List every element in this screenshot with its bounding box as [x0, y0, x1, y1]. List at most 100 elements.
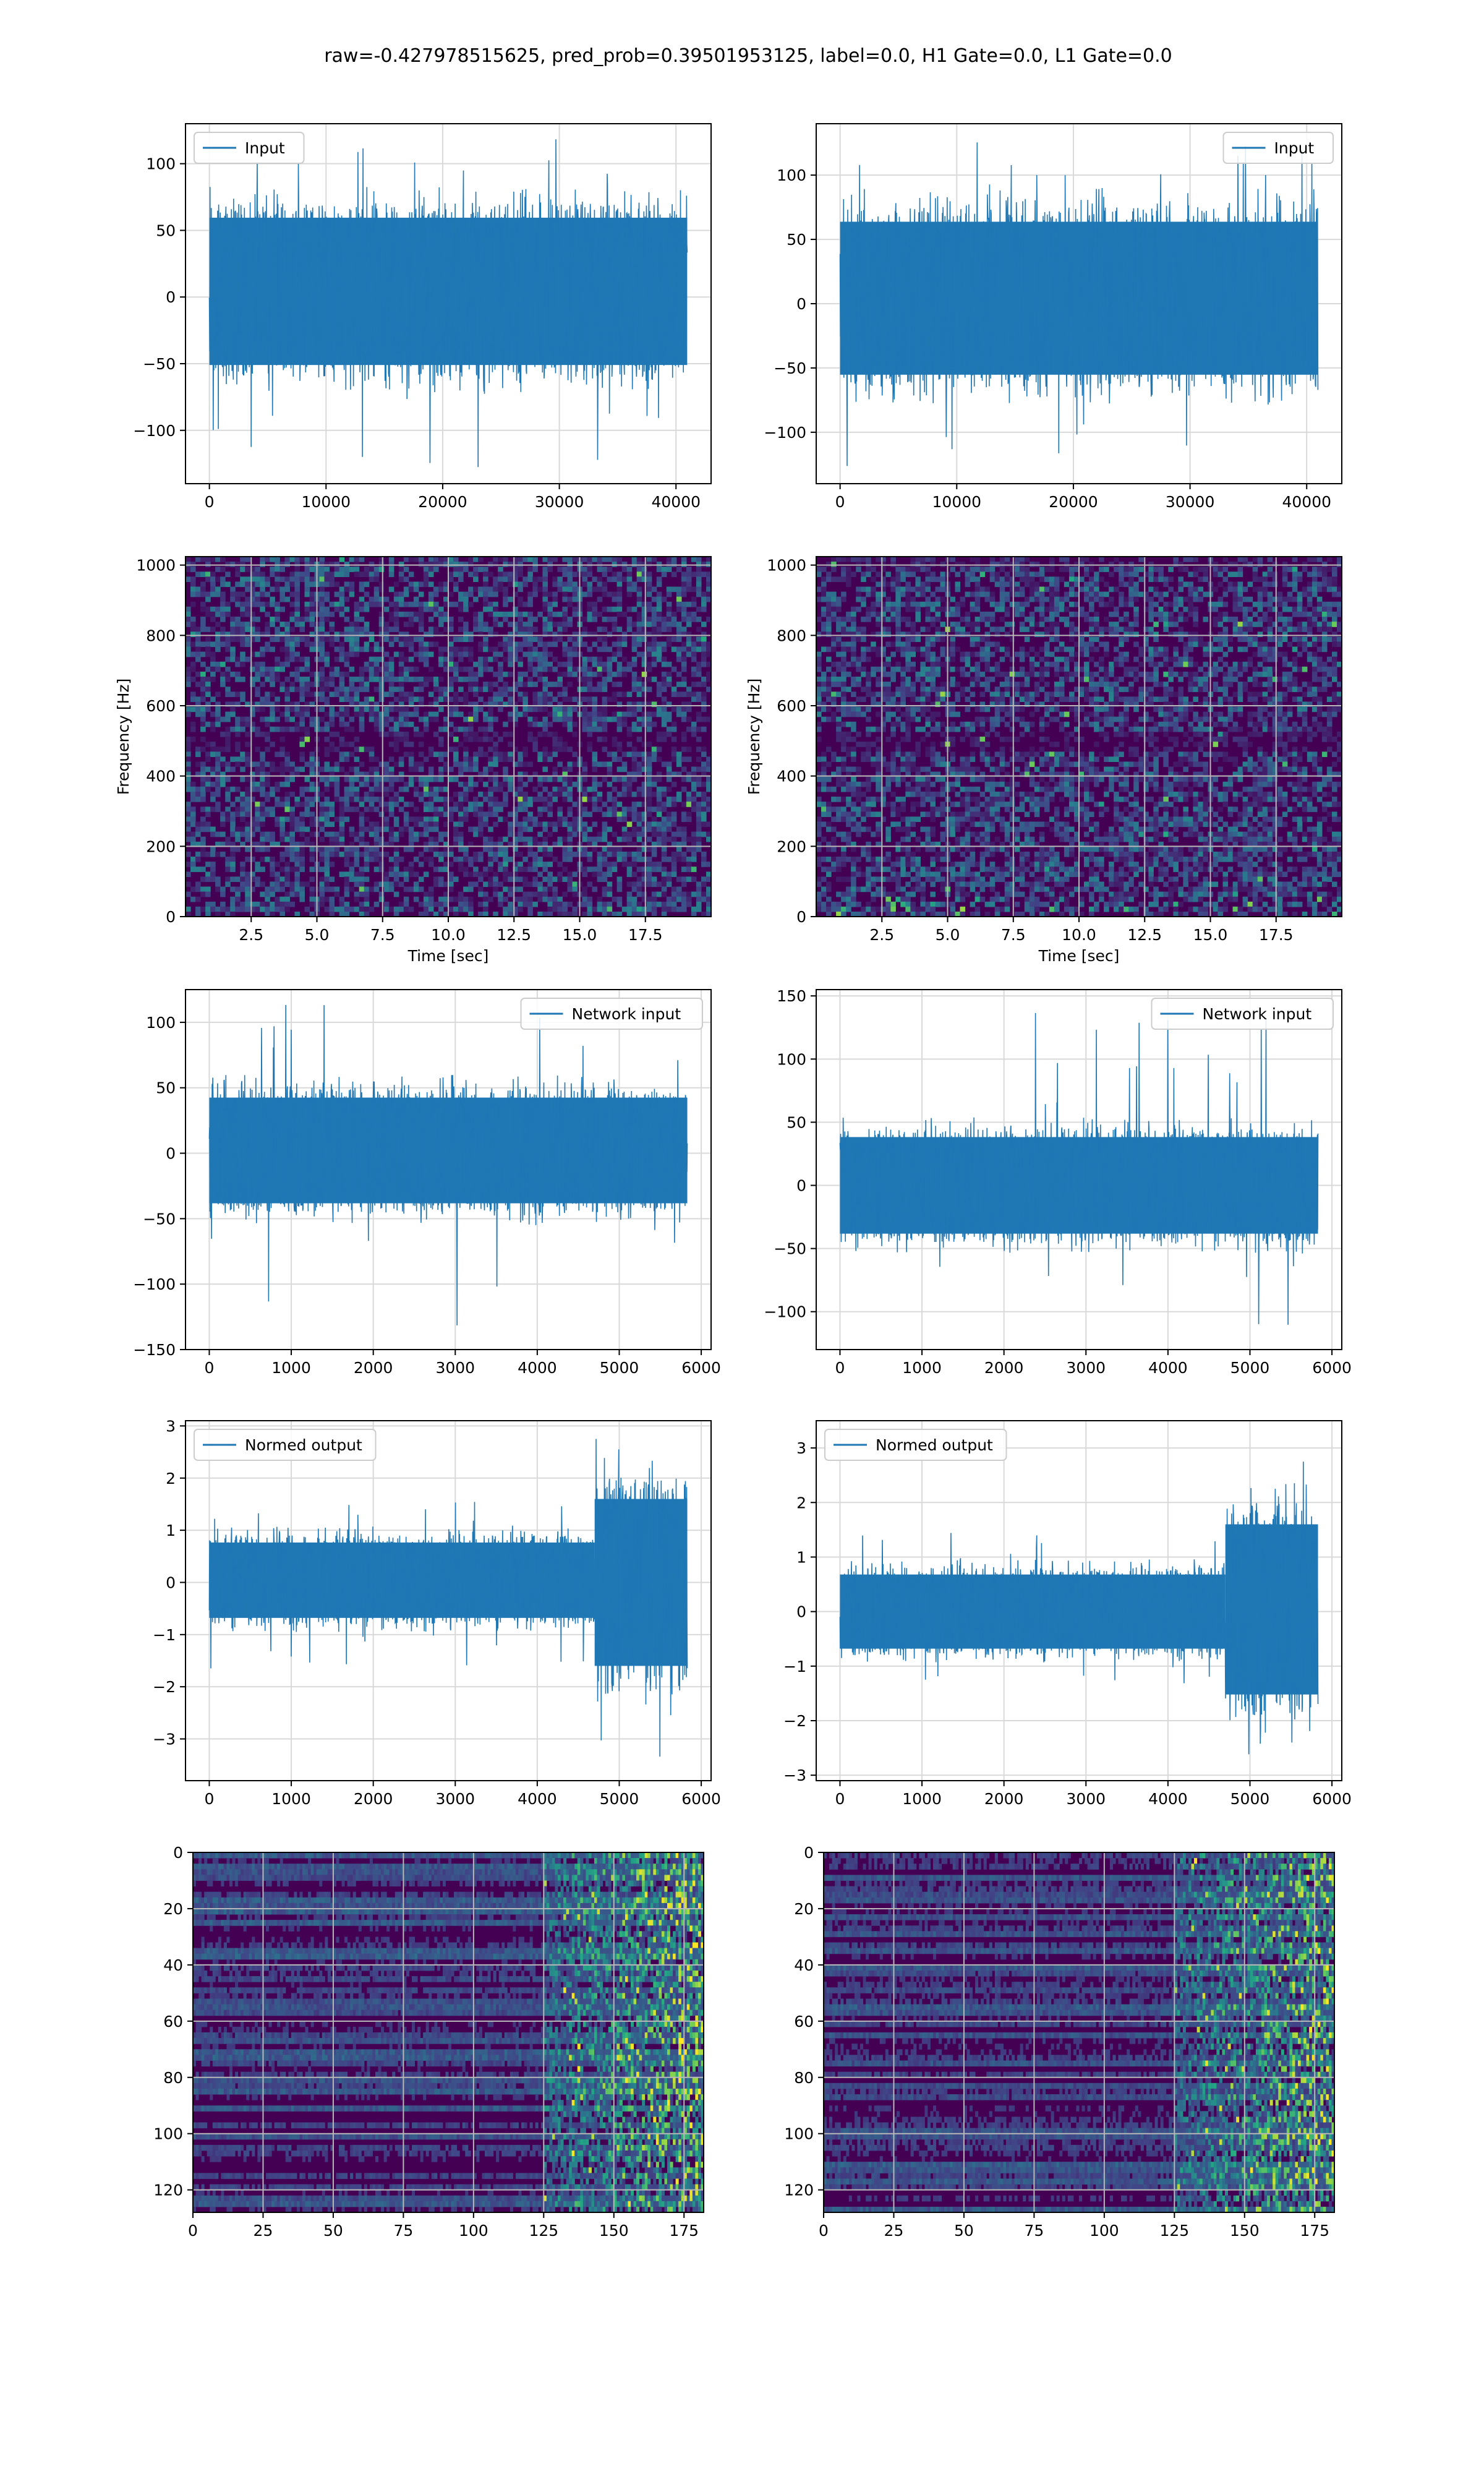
heatmap-cell [622, 787, 628, 792]
heatmap-cell [573, 802, 578, 807]
heatmap-cell [235, 631, 241, 637]
heatmap-cell [265, 857, 270, 862]
heatmap-cell [389, 662, 394, 667]
heatmap-cell [1054, 581, 1060, 587]
heatmap-cell [518, 852, 523, 857]
heatmap-cell [265, 612, 270, 617]
heatmap-cell [1223, 557, 1229, 562]
heatmap-cell [404, 592, 409, 597]
heatmap-cell [364, 682, 370, 687]
heatmap-cell [399, 602, 404, 607]
heatmap-cell [557, 612, 563, 617]
heatmap-cell [1268, 567, 1273, 572]
heatmap-cell [573, 751, 578, 757]
heatmap-cell [379, 567, 385, 572]
heatmap-cell [488, 571, 493, 577]
heatmap-cell [587, 712, 593, 717]
heatmap-cell [186, 712, 191, 717]
heatmap-cell [537, 657, 543, 662]
heatmap-cell [210, 667, 216, 672]
heatmap-cell [493, 631, 498, 637]
heatmap-cell [542, 631, 548, 637]
heatmap-cell [483, 662, 488, 667]
heatmap-cell [339, 821, 345, 827]
heatmap-cell [527, 897, 533, 902]
heatmap-cell [1218, 581, 1224, 587]
heatmap-cell [488, 777, 493, 782]
heatmap-cell [359, 802, 365, 807]
heatmap-cell [547, 631, 553, 637]
heatmap-cell [532, 797, 538, 802]
heatmap-cell [320, 587, 325, 593]
heatmap-cell [448, 847, 454, 852]
heatmap-cell [562, 597, 568, 602]
heatmap-cell [1233, 581, 1239, 587]
heatmap-cell [1109, 587, 1114, 593]
heatmap-cell [364, 581, 370, 587]
heatmap-cell [240, 652, 245, 657]
heatmap-cell [1317, 557, 1323, 562]
heatmap-cell [542, 691, 548, 697]
heatmap-cell [607, 807, 613, 812]
heatmap-cell [205, 862, 211, 867]
heatmap-cell [696, 562, 702, 567]
heatmap-cell [220, 777, 226, 782]
heatmap-cell [672, 782, 677, 787]
heatmap-cell [404, 737, 409, 742]
heatmap-cell [215, 662, 221, 667]
subplot-spec_l1: 2.5 5.0 7.5 10.0 12.5 15.0 17.5020040060080010… [745, 557, 1342, 965]
heatmap-cell [284, 717, 290, 722]
heatmap-cell [349, 636, 355, 642]
heatmap-cell [289, 892, 295, 897]
heatmap-cell [573, 871, 578, 877]
heatmap-cell [478, 821, 484, 827]
heatmap-cell [344, 907, 350, 912]
heatmap-cell [265, 717, 270, 722]
heatmap-cell [488, 881, 493, 887]
heatmap-cell [652, 832, 657, 837]
heatmap-cell [890, 576, 896, 582]
heatmap-cell [354, 767, 360, 773]
heatmap-cell [627, 807, 633, 812]
heatmap-cell [205, 636, 211, 642]
heatmap-cell [676, 797, 682, 802]
heatmap-cell [190, 617, 196, 622]
heatmap-cell [612, 802, 618, 807]
heatmap-cell [394, 792, 399, 797]
heatmap-cell [305, 827, 310, 833]
heatmap-cell [235, 887, 241, 892]
heatmap-cell [1238, 557, 1243, 562]
heatmap-cell [424, 907, 429, 912]
heatmap-cell [498, 787, 503, 792]
heatmap-cell [255, 602, 260, 607]
heatmap-cell [220, 892, 226, 897]
heatmap-cell [265, 667, 270, 672]
heatmap-cell [458, 797, 464, 802]
heatmap-cell [493, 751, 498, 757]
heatmap-cell [458, 567, 464, 572]
heatmap-cell [642, 802, 647, 807]
heatmap-cell [279, 897, 285, 902]
heatmap-cell [508, 576, 513, 582]
heatmap-cell [265, 907, 270, 912]
heatmap-cell [1178, 576, 1183, 582]
heatmap-cell [532, 696, 538, 702]
heatmap-cell [344, 631, 350, 637]
heatmap-cell [518, 887, 523, 892]
heatmap-cell [424, 562, 429, 567]
heatmap-cell [330, 887, 335, 892]
heatmap-cell [1064, 562, 1070, 567]
heatmap-cell [657, 562, 662, 567]
heatmap-cell [522, 691, 528, 697]
heatmap-cell [587, 727, 593, 732]
y-tick-label: −100 [133, 422, 176, 440]
heatmap-cell [210, 867, 216, 872]
heatmap-cell [359, 602, 365, 607]
heatmap-cell [190, 797, 196, 802]
heatmap-cell [557, 717, 563, 722]
heatmap-cell [696, 907, 702, 912]
heatmap-cell [354, 737, 360, 742]
heatmap-cell [235, 742, 241, 747]
heatmap-cell [200, 892, 206, 897]
heatmap-cell [1307, 581, 1313, 587]
